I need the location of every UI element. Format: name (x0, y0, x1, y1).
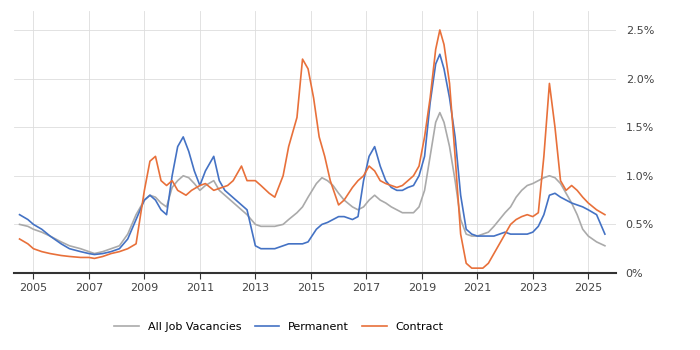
Legend: All Job Vacancies, Permanent, Contract: All Job Vacancies, Permanent, Contract (110, 318, 448, 337)
Permanent (601, 232, 609, 236)
Contract (445, 81, 454, 85)
All Job Vacancies (46, 234, 55, 238)
Contract (140, 188, 148, 193)
Contract (116, 250, 124, 254)
All Job Vacancies (157, 201, 165, 205)
All Job Vacancies (435, 111, 444, 115)
Permanent (440, 67, 448, 71)
Permanent (15, 212, 24, 217)
Permanent (90, 252, 99, 257)
Permanent (468, 232, 476, 236)
Contract (435, 28, 444, 32)
Contract (500, 232, 509, 236)
Permanent (435, 52, 444, 56)
Contract (601, 212, 609, 217)
All Job Vacancies (90, 251, 99, 256)
Permanent (157, 208, 165, 212)
All Job Vacancies (451, 178, 459, 183)
Line: Permanent: Permanent (20, 54, 605, 254)
Line: Contract: Contract (20, 30, 605, 268)
All Job Vacancies (440, 120, 448, 124)
All Job Vacancies (468, 234, 476, 238)
Contract (15, 237, 24, 241)
Contract (340, 198, 349, 202)
Permanent (451, 135, 459, 139)
Contract (162, 183, 171, 188)
Permanent (46, 234, 55, 238)
All Job Vacancies (601, 244, 609, 248)
All Job Vacancies (473, 234, 482, 238)
Line: All Job Vacancies: All Job Vacancies (20, 113, 605, 253)
Contract (468, 266, 476, 270)
All Job Vacancies (15, 222, 24, 226)
Permanent (473, 234, 482, 238)
